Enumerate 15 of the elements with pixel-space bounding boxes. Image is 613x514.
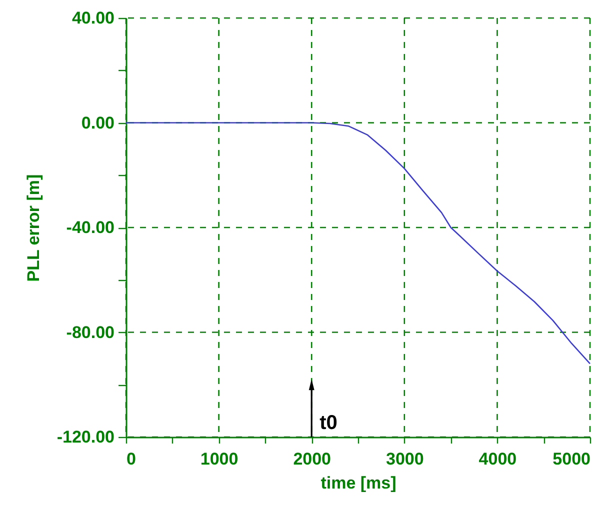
y-tick-label: 0.00 [81,113,114,132]
x-tick-label: 0 [126,450,136,468]
annotation: t0 [320,412,338,434]
x-axis-title: time [ms] [320,474,396,492]
y-tick-label: 40.00 [72,8,114,28]
y-axis-title: PLL error [m] [24,174,43,282]
y-tick-label: -120.00 [56,428,114,446]
x-tick-label: 1000 [200,450,238,468]
x-tick-label: 3000 [386,450,424,468]
x-tick-label: 4000 [478,450,517,468]
x-tick-label: 2000 [293,450,332,468]
y-tick-label: -40.00 [66,218,114,237]
x-tick-label: 5000 [552,450,590,468]
y-tick-label: -80.00 [66,322,114,342]
line-series [125,122,591,364]
